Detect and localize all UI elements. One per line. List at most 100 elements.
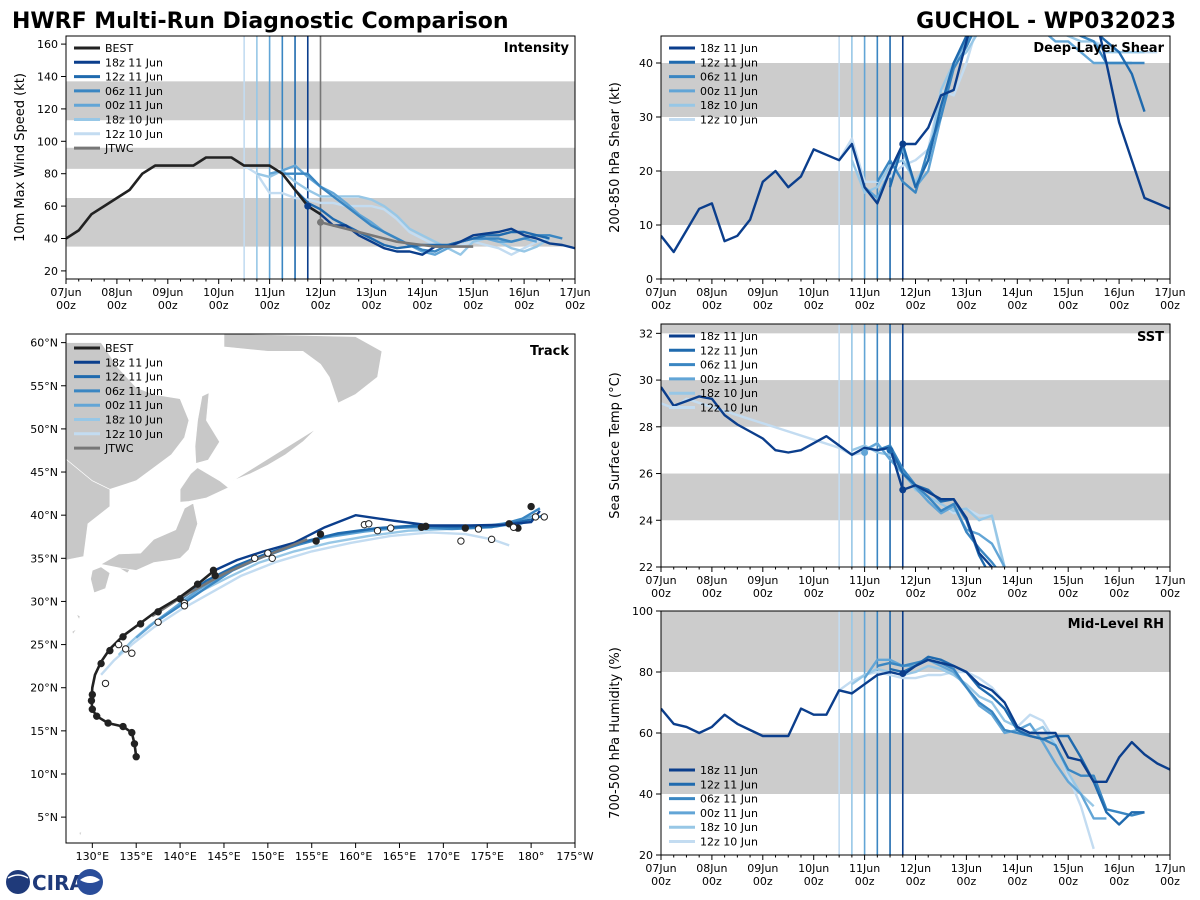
rh-xtick-label-1: 08Jun xyxy=(696,862,727,875)
track-point-best xyxy=(104,719,112,727)
shear-xtick-label-4: 11Jun xyxy=(849,286,880,299)
intensity-legend-label-jtwc: JTWC xyxy=(104,142,134,155)
shear-xtick-sublabel-2: 00z xyxy=(753,299,773,312)
shear-xtick-sublabel-0: 00z xyxy=(651,299,671,312)
shear-xtick-label-2: 09Jun xyxy=(747,286,778,299)
sst-marker-18z-11-jun xyxy=(899,486,907,494)
track-point-00z-11-jun xyxy=(250,554,259,563)
track-xtick-label-165-e: 165°E xyxy=(383,850,416,863)
intensity-legend-label-18z-11-jun: 18z 11 Jun xyxy=(105,56,163,69)
track-ytick-label-45-n: 45°N xyxy=(30,466,58,479)
intensity-series-12z-10-jun xyxy=(243,164,550,256)
sst-series-18z-11-jun xyxy=(661,386,994,567)
rh-ytick-label-100: 100 xyxy=(632,605,653,618)
track-point-00z-11-jun xyxy=(540,513,548,521)
rh-xtick-label-7: 14Jun xyxy=(1002,862,1033,875)
track-point-best xyxy=(132,753,140,761)
track-legend-label-12z-10-jun: 12z 10 Jun xyxy=(105,428,163,441)
sst-xtick-sublabel-5: 00z xyxy=(906,587,926,600)
land-mass-6 xyxy=(66,342,190,490)
sst-marker-00z-11-jun xyxy=(861,449,869,457)
cira-globe-arc xyxy=(7,874,29,879)
intensity-series-jtwc xyxy=(320,221,474,248)
rh-ytick-label-80: 80 xyxy=(639,666,653,679)
intensity-ytick-label-80: 80 xyxy=(44,168,58,181)
intensity-marker-jtwc xyxy=(317,218,324,226)
intensity-series-best xyxy=(66,156,322,240)
sst-ytick-label-30: 30 xyxy=(639,374,653,387)
intensity-legend-label-best: BEST xyxy=(105,42,133,55)
rh-xtick-sublabel-10: 00z xyxy=(1160,875,1180,888)
rh-xtick-sublabel-7: 00z xyxy=(1007,875,1027,888)
intensity-series-06z-11-jun xyxy=(282,172,563,253)
rh-xtick-label-0: 07Jun xyxy=(645,862,676,875)
track-legend-label-06z-11-jun: 06z 11 Jun xyxy=(105,385,163,398)
intensity-xtick-label-4: 11Jun xyxy=(254,286,285,299)
rh-marker-18z-11-jun xyxy=(899,670,907,678)
track-legend-label-jtwc: JTWC xyxy=(104,442,134,455)
track-point-best xyxy=(128,728,136,737)
track-xtick-label-155-e: 155°E xyxy=(295,850,328,863)
track-point-00z-11-jun xyxy=(457,537,465,545)
shear-xtick-sublabel-5: 00z xyxy=(906,299,926,312)
intensity-legend-label-12z-10-jun: 12z 10 Jun xyxy=(105,128,163,141)
track-title: Track xyxy=(530,344,569,359)
sst-series-00z-11-jun xyxy=(864,442,1006,567)
intensity-xtick-sublabel-1: 00z xyxy=(107,299,127,312)
rh-legend-label-18z-10-jun: 18z 10 Jun xyxy=(700,821,758,834)
track-ytick-label-30-n: 30°N xyxy=(30,595,58,608)
intensity-legend-label-06z-11-jun: 06z 11 Jun xyxy=(105,85,163,98)
shear-xtick-sublabel-8: 00z xyxy=(1058,299,1078,312)
track-point-best xyxy=(119,633,127,641)
rh-xtick-sublabel-8: 00z xyxy=(1058,875,1078,888)
track-point-best xyxy=(88,690,97,699)
track-series-jtwc xyxy=(151,538,308,618)
cira-globe-icon xyxy=(6,870,30,894)
intensity-ytick-label-140: 140 xyxy=(37,71,58,84)
track-ytick-label-25-n: 25°N xyxy=(30,639,58,652)
rh-ylabel: 700-500 hPa Humidity (%) xyxy=(608,647,623,819)
sst-ytick-label-24: 24 xyxy=(639,514,653,527)
intensity-legend-label-18z-10-jun: 18z 10 Jun xyxy=(105,114,163,127)
track-xtick-label-175-e: 175°E xyxy=(471,850,504,863)
track-point-18z-10-jun xyxy=(387,524,395,532)
sst-ytick-label-22: 22 xyxy=(639,561,653,574)
shear-ytick-label-10: 10 xyxy=(639,219,653,232)
track-point-00z-11-jun xyxy=(531,513,540,521)
intensity-xtick-sublabel-8: 00z xyxy=(463,299,483,312)
sst-ytick-label-28: 28 xyxy=(639,421,653,434)
sst-legend-label-00z-11-jun: 00z 11 Jun xyxy=(700,373,758,386)
rh-xtick-sublabel-5: 00z xyxy=(906,875,926,888)
shear-xtick-label-0: 07Jun xyxy=(645,286,676,299)
rh-xtick-sublabel-4: 00z xyxy=(855,875,875,888)
intensity-xtick-label-0: 07Jun xyxy=(50,286,81,299)
intensity-xtick-sublabel-3: 00z xyxy=(209,299,229,312)
track-point-00z-11-jun xyxy=(114,640,123,649)
shear-xtick-label-3: 10Jun xyxy=(798,286,829,299)
sst-title: SST xyxy=(1137,330,1164,345)
sst-legend-label-06z-11-jun: 06z 11 Jun xyxy=(700,359,758,372)
land-mass-8 xyxy=(232,428,317,481)
sst-xtick-sublabel-7: 00z xyxy=(1007,587,1027,600)
shear-marker-18z-11-jun xyxy=(899,140,907,148)
track-series-12z-10-jun xyxy=(100,531,510,676)
intensity-xtick-sublabel-0: 00z xyxy=(56,299,76,312)
sst-ytick-label-32: 32 xyxy=(639,327,653,340)
track-point-00z-11-jun xyxy=(128,649,136,657)
sst-xtick-label-1: 08Jun xyxy=(696,574,727,587)
rh-xtick-sublabel-6: 00z xyxy=(957,875,977,888)
shear-xtick-label-10: 17Jun xyxy=(1154,286,1185,299)
track-legend-label-best: BEST xyxy=(105,342,133,355)
intensity-xtick-label-2: 09Jun xyxy=(152,286,183,299)
intensity-xtick-label-7: 14Jun xyxy=(407,286,438,299)
track-point-best xyxy=(88,705,97,713)
shear-series-12z-11-jun xyxy=(888,36,1146,189)
intensity-xtick-label-1: 08Jun xyxy=(101,286,132,299)
sst-series-06z-11-jun xyxy=(876,444,998,567)
track-ytick-label-5-n: 5°N xyxy=(37,811,58,824)
land-mass-7 xyxy=(223,334,383,404)
track-ytick-label-40-n: 40°N xyxy=(30,509,58,522)
intensity-xtick-label-6: 13Jun xyxy=(356,286,387,299)
